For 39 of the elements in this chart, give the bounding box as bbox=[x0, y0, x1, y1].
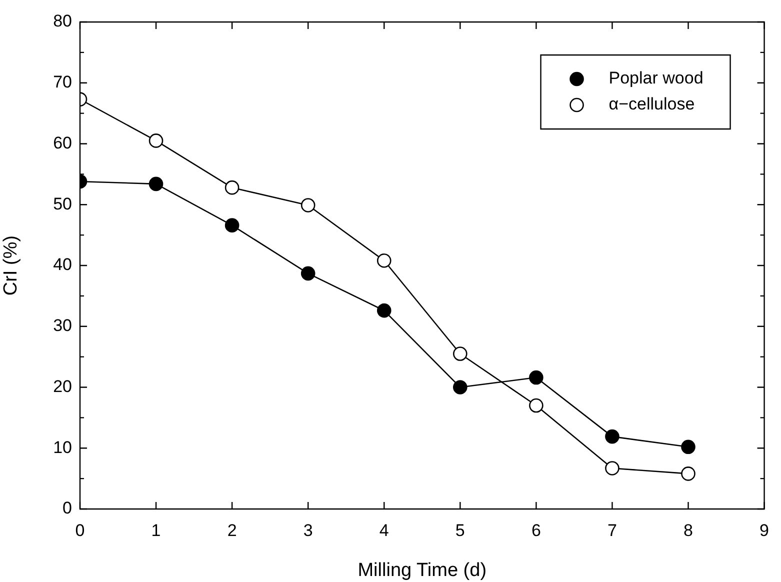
point bbox=[300, 266, 316, 281]
point bbox=[681, 440, 696, 454]
point bbox=[224, 218, 240, 232]
point bbox=[529, 398, 544, 413]
y-axis-title: CrI (%) bbox=[0, 235, 22, 296]
y-tick-label: 30 bbox=[53, 316, 72, 336]
x-tick-label: 9 bbox=[760, 520, 770, 540]
x-axis-title: Milling Time (d) bbox=[358, 560, 487, 581]
point bbox=[300, 198, 316, 212]
legend-label: α−cellulose bbox=[608, 94, 695, 114]
y-tick-label: 40 bbox=[53, 255, 72, 274]
point bbox=[224, 180, 240, 195]
x-tick-label: 5 bbox=[455, 520, 465, 540]
point bbox=[605, 429, 620, 444]
point bbox=[681, 466, 696, 481]
y-tick-label: 20 bbox=[53, 376, 72, 396]
x-tick-label: 1 bbox=[151, 520, 161, 540]
point bbox=[148, 134, 164, 148]
x-tick-label: 6 bbox=[531, 520, 541, 540]
x-tick-label: 7 bbox=[607, 520, 617, 540]
y-tick-label: 50 bbox=[53, 194, 72, 214]
y-tick-label: 0 bbox=[62, 498, 72, 518]
x-tick-label: 8 bbox=[684, 520, 693, 540]
point bbox=[453, 346, 468, 361]
x-tick-label: 0 bbox=[75, 520, 85, 540]
x-tick-label: 4 bbox=[379, 520, 389, 540]
point bbox=[376, 253, 392, 268]
point bbox=[529, 370, 544, 385]
point bbox=[453, 380, 468, 394]
x-tick-label: 3 bbox=[303, 520, 313, 540]
y-tick-label: 80 bbox=[53, 12, 72, 31]
y-tick-label: 10 bbox=[53, 438, 72, 457]
x-tick-label: 2 bbox=[227, 520, 237, 540]
y-tick-label: 70 bbox=[53, 72, 72, 92]
point bbox=[605, 461, 620, 476]
y-tick-label: 60 bbox=[53, 133, 72, 152]
point bbox=[148, 176, 164, 192]
legend-label: Poplar wood bbox=[608, 68, 704, 88]
point bbox=[376, 303, 392, 318]
